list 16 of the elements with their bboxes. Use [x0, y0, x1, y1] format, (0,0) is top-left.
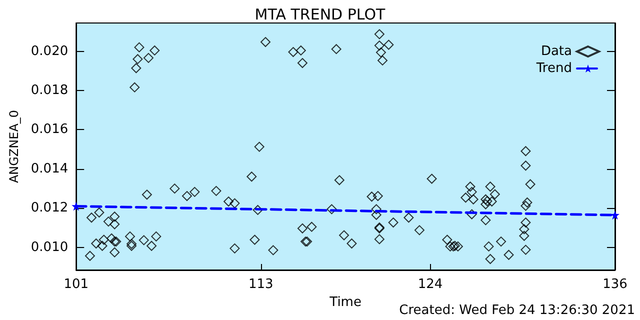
y-tick-label: 0.020 [30, 44, 68, 59]
y-axis-title: ANGZNEA_0 [7, 110, 21, 184]
text: Created: Wed Feb 24 13:26:30 2021 [399, 303, 636, 318]
x-tick-label: 101 [64, 277, 89, 292]
x-tick-label: 113 [248, 277, 274, 292]
y-tick-label: 0.010 [30, 240, 68, 255]
x-tick-label: 136 [602, 277, 628, 292]
x-tick-label: 124 [418, 277, 443, 292]
y-tick-label: 0.014 [30, 161, 68, 176]
y-tick-label: 0.012 [30, 200, 68, 216]
chart-title: MTA TREND PLOT [254, 6, 386, 24]
y-tick-label: 0.018 [30, 82, 68, 98]
legend-label: Data [540, 44, 572, 59]
legend-label: Trend [535, 61, 572, 76]
y-tick-label: 0.016 [30, 122, 68, 138]
x-axis-title: Time [328, 294, 362, 310]
